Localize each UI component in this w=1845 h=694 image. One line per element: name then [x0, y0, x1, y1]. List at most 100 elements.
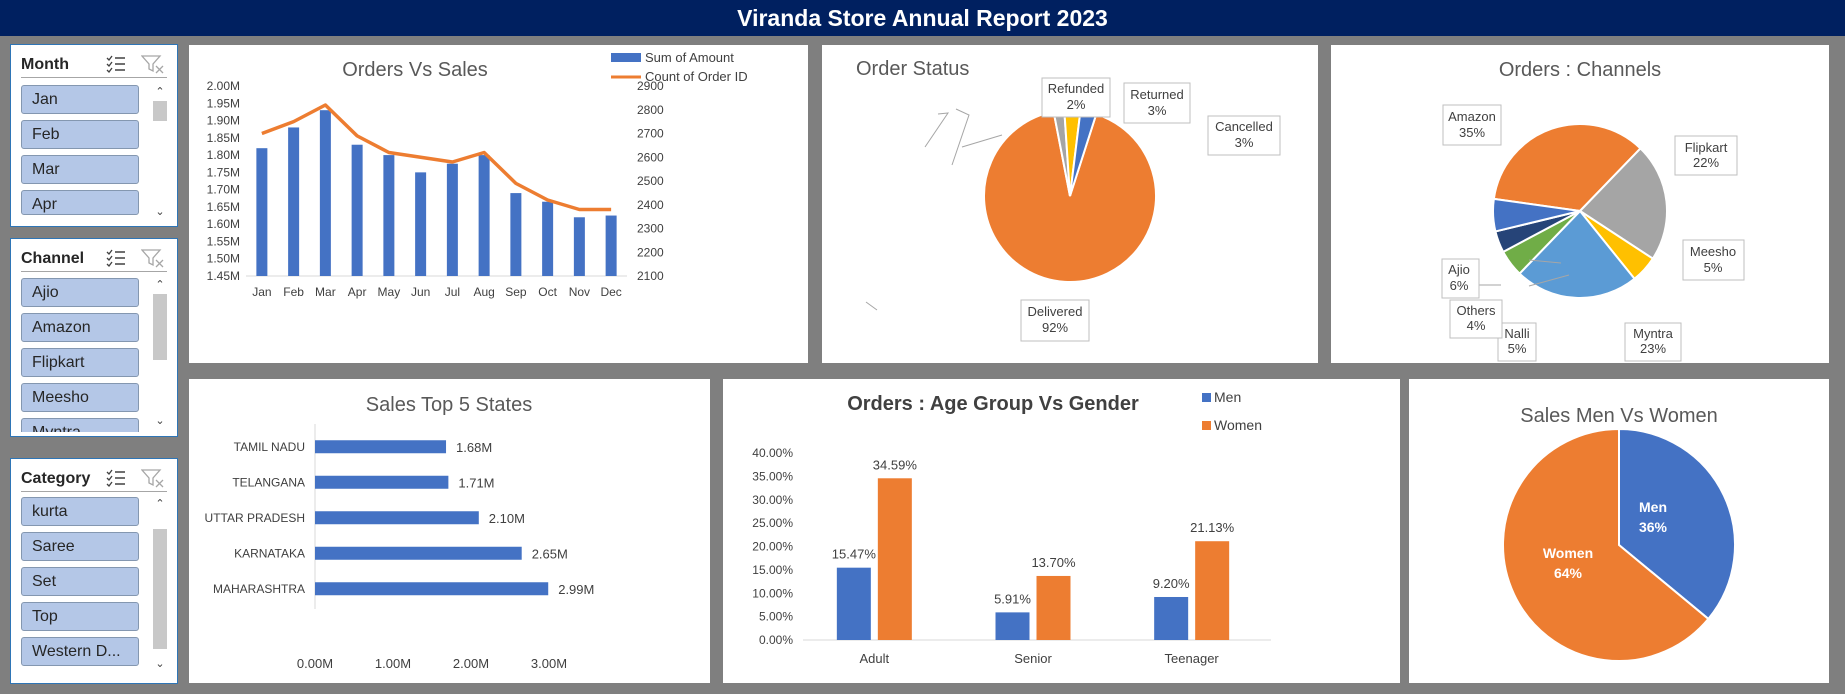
- bar: [877, 478, 912, 640]
- slicer-item-feb[interactable]: Feb: [21, 120, 139, 149]
- x-tick-label: 1.00M: [375, 656, 411, 671]
- clear-filter-icon[interactable]: [141, 248, 165, 268]
- bar: [510, 193, 522, 276]
- y-tick-label: 2500: [637, 174, 664, 188]
- report-title: Viranda Store Annual Report 2023: [0, 0, 1845, 36]
- x-tick-label: Jan: [252, 285, 271, 299]
- x-tick-label: Dec: [600, 285, 621, 299]
- clear-filter-icon[interactable]: [141, 468, 165, 488]
- pie-slice: [1492, 197, 1581, 233]
- pie-leaders: [1479, 259, 1570, 287]
- slicer-item-flipkart[interactable]: Flipkart: [21, 348, 139, 377]
- multi-select-icon[interactable]: [105, 54, 127, 74]
- x-tick-label: 0.00M: [297, 656, 333, 671]
- scroll-down-icon[interactable]: ⌄: [155, 658, 165, 670]
- bar: [605, 215, 617, 276]
- scroll-thumb[interactable]: [153, 529, 167, 649]
- y-tick-label: 1.45M: [207, 269, 240, 283]
- legend-label-orders: Count of Order ID: [645, 69, 748, 84]
- multi-select-icon[interactable]: [105, 248, 127, 268]
- slice-value-men: 36%: [1639, 519, 1668, 535]
- x-tick-label: 3.00M: [531, 656, 567, 671]
- bar: [446, 163, 458, 276]
- leader-line: [951, 108, 970, 166]
- slicer-item-myntra[interactable]: Myntra: [21, 418, 139, 432]
- pie-label-myntra: Myntra 23%: [1624, 322, 1682, 362]
- slice-value: 23%: [1640, 341, 1666, 356]
- y-tick-label: 30.00%: [752, 493, 793, 507]
- slicer-item-mar[interactable]: Mar: [21, 155, 139, 184]
- y-tick-label: 1.55M: [207, 234, 240, 248]
- slicer-item-set[interactable]: Set: [21, 567, 139, 596]
- data-label: 34.59%: [873, 457, 918, 472]
- month-slicer: Month Jan Feb Mar Apr ⌃ ⌄: [10, 44, 178, 227]
- bar: [836, 567, 871, 640]
- y-tick-label: 1.90M: [207, 114, 240, 128]
- legend-swatch-amount: [611, 53, 641, 62]
- slicer-item-ajio[interactable]: Ajio: [21, 278, 139, 307]
- x-tick-label: Jul: [445, 285, 460, 299]
- scroll-up-icon[interactable]: ⌃: [155, 279, 165, 291]
- slicer-item-saree[interactable]: Saree: [21, 532, 139, 561]
- slicer-item-kurta[interactable]: kurta: [21, 497, 139, 526]
- bar: [256, 148, 268, 276]
- slice-name: Flipkart: [1685, 140, 1728, 155]
- bar: [415, 172, 427, 276]
- channel-slicer: Channel Ajio Amazon Flipkart Meesho Mynt…: [10, 238, 178, 437]
- data-label: 5.91%: [994, 591, 1031, 606]
- x-tick-label: Aug: [473, 285, 494, 299]
- pie-leaders: [865, 108, 1003, 311]
- bar: [1195, 541, 1230, 640]
- slice-value: 3%: [1235, 135, 1254, 150]
- slicer-scrollbar[interactable]: ⌃ ⌄: [151, 497, 169, 672]
- clear-filter-icon[interactable]: [141, 54, 165, 74]
- slicer-item-meesho[interactable]: Meesho: [21, 383, 139, 412]
- scroll-down-icon[interactable]: ⌄: [155, 415, 165, 427]
- multi-select-icon[interactable]: [105, 468, 127, 488]
- leader-line: [1528, 274, 1570, 287]
- scroll-up-icon[interactable]: ⌃: [155, 498, 165, 510]
- bar: [351, 144, 363, 276]
- slicer-item-top[interactable]: Top: [21, 602, 139, 631]
- scroll-thumb[interactable]: [153, 294, 167, 360]
- y-tick-label: 40.00%: [752, 446, 793, 460]
- slicer-item-jan[interactable]: Jan: [21, 85, 139, 114]
- slicer-item-western-dress[interactable]: Western D...: [21, 637, 139, 666]
- y-axis-right: 2100 2200 2300 2400 2500 2600 2700 2800 2900: [637, 79, 664, 283]
- scroll-up-icon[interactable]: ⌃: [155, 86, 165, 98]
- legend-swatch-men: [1202, 393, 1211, 402]
- label-box: [1123, 82, 1191, 124]
- y-tick-label: 1.60M: [207, 217, 240, 231]
- slice-value: 22%: [1693, 155, 1719, 170]
- legend-label-men: Men: [1214, 389, 1241, 405]
- slice-name: Delivered: [1028, 304, 1083, 319]
- pie-label-ajio: Ajio 6%: [1441, 258, 1480, 299]
- x-tick-label: Nov: [569, 285, 590, 299]
- pie-slice: [983, 110, 1157, 283]
- x-tick-label: Feb: [283, 285, 304, 299]
- slicer-scrollbar[interactable]: ⌃ ⌄: [151, 85, 169, 220]
- legend-label-women: Women: [1214, 417, 1262, 433]
- chart-title: Order Status: [856, 58, 969, 80]
- label-box: [1442, 104, 1502, 146]
- leader-line: [924, 112, 950, 148]
- slice-name: Ajio: [1448, 262, 1470, 277]
- y-tick-label: MAHARASHTRA: [213, 582, 305, 596]
- slice-name: Refunded: [1048, 81, 1104, 96]
- chart-title: Orders : Age Group Vs Gender: [847, 393, 1139, 415]
- x-tick-label: Jun: [411, 285, 430, 299]
- scroll-down-icon[interactable]: ⌄: [155, 206, 165, 218]
- label-box: [1497, 322, 1537, 362]
- data-label: 2.99M: [558, 582, 594, 597]
- pie-label-meesho: Meesho 5%: [1682, 239, 1745, 281]
- pie-slice: [1518, 209, 1636, 299]
- slicer-item-amazon[interactable]: Amazon: [21, 313, 139, 342]
- bar: [1036, 575, 1071, 640]
- slice-value: 2%: [1067, 97, 1086, 112]
- y-axis-left: 1.45M 1.50M 1.55M 1.60M 1.65M 1.70M 1.75M 1.80M…: [207, 79, 240, 283]
- scroll-thumb[interactable]: [153, 101, 167, 121]
- slicer-scrollbar[interactable]: ⌃ ⌄: [151, 278, 169, 428]
- y-tick-label: 2300: [637, 222, 664, 236]
- slicer-item-apr[interactable]: Apr: [21, 190, 139, 215]
- y-tick-label: 1.80M: [207, 148, 240, 162]
